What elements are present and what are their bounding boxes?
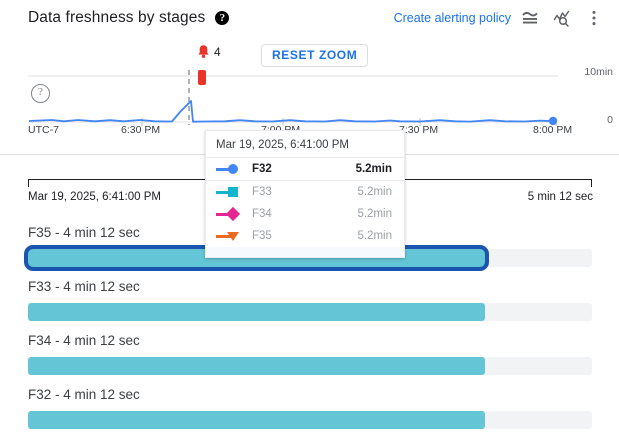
tooltip-row-f32: F32 5.2min [206,157,404,181]
stage-row[interactable]: F34 - 4 min 12 sec [0,333,619,387]
stage-bar-fill [28,411,485,429]
x-tick-label-0: 6:30 PM [121,124,161,136]
stages-panel: Mar 19, 2025, 6:41:00 PM 5 min 12 sec F3… [0,155,619,436]
tooltip-series-value: 5.2min [357,230,392,242]
series-marker-circle-icon [216,163,246,175]
page-title: Data freshness by stages [28,9,206,26]
stage-bar-track[interactable] [28,303,592,321]
chart-card: Data freshness by stages ? Create alerti… [0,0,619,155]
chart-help-icon[interactable]: ? [31,84,50,103]
tooltip-series-name: F32 [252,163,272,175]
tooltip-row-f35: F35 5.2min [206,225,404,247]
x-tick-label-3: 8:00 PM [533,124,573,136]
series-marker-diamond-icon [216,206,246,222]
freshness-line-chart[interactable] [0,70,619,140]
stage-row[interactable]: F33 - 4 min 12 sec [0,279,619,333]
tooltip-series-name: F34 [252,208,272,220]
alert-marker [198,70,206,85]
stage-label: F34 - 4 min 12 sec [28,333,140,348]
stage-row[interactable]: F32 - 4 min 12 sec [0,387,619,441]
stage-label: F35 - 4 min 12 sec [28,225,140,240]
y-axis-min-label: 0 [607,114,613,126]
card-header: Data freshness by stages ? Create alerti… [0,0,619,36]
tooltip-row-f33: F33 5.2min [206,181,404,203]
help-filled-icon[interactable]: ? [215,11,230,25]
tooltip-series-value: 5.2min [357,186,392,198]
create-alerting-policy-link[interactable]: Create alerting policy [393,11,511,25]
stage-bar-fill [28,303,485,321]
reset-zoom-button[interactable]: RESET ZOOM [261,44,369,67]
x-axis-timezone-label: UTC-7 [28,124,59,136]
stage-bar-fill [28,357,485,375]
y-axis-max-label: 10min [584,66,613,78]
tooltip-footer [206,247,404,257]
stage-label: F32 - 4 min 12 sec [28,387,140,402]
tooltip-title: Mar 19, 2025, 6:41:00 PM [216,139,349,151]
tooltip-series-name: F33 [252,186,272,198]
tooltip-rows: F32 5.2min F33 5.2min F34 5.2min F35 5.2min [206,157,404,247]
stage-label: F33 - 4 min 12 sec [28,279,140,294]
series-marker-triangle-icon [216,230,246,242]
range-end-label: 5 min 12 sec [527,191,593,203]
bell-icon [198,45,209,58]
x-tick-label-2: 7:30 PM [399,124,439,136]
tooltip-row-f34: F34 5.2min [206,203,404,225]
tooltip-series-name: F35 [252,230,272,242]
chart-legend-icon[interactable] [517,5,543,31]
stage-list: F35 - 4 min 12 sec F33 - 4 min 12 sec F34 … [0,225,619,441]
stage-bar-track[interactable] [28,411,592,429]
alert-indicator[interactable]: 4 [196,44,221,60]
chart-inspect-icon[interactable] [549,5,575,31]
series-endpoint-f32 [548,116,558,126]
tooltip-series-value: 5.2min [355,163,392,175]
alert-count: 4 [214,45,221,59]
range-start-label: Mar 19, 2025, 6:41:00 PM [28,191,161,203]
stage-bar-track[interactable] [28,357,592,375]
chart-tooltip: Mar 19, 2025, 6:41:00 PM F32 5.2min F33 5.2… [205,130,405,258]
series-line-f32 [28,100,553,123]
series-marker-square-icon [216,186,246,198]
tooltip-series-value: 5.2min [357,208,392,220]
more-options-icon[interactable] [581,5,607,31]
